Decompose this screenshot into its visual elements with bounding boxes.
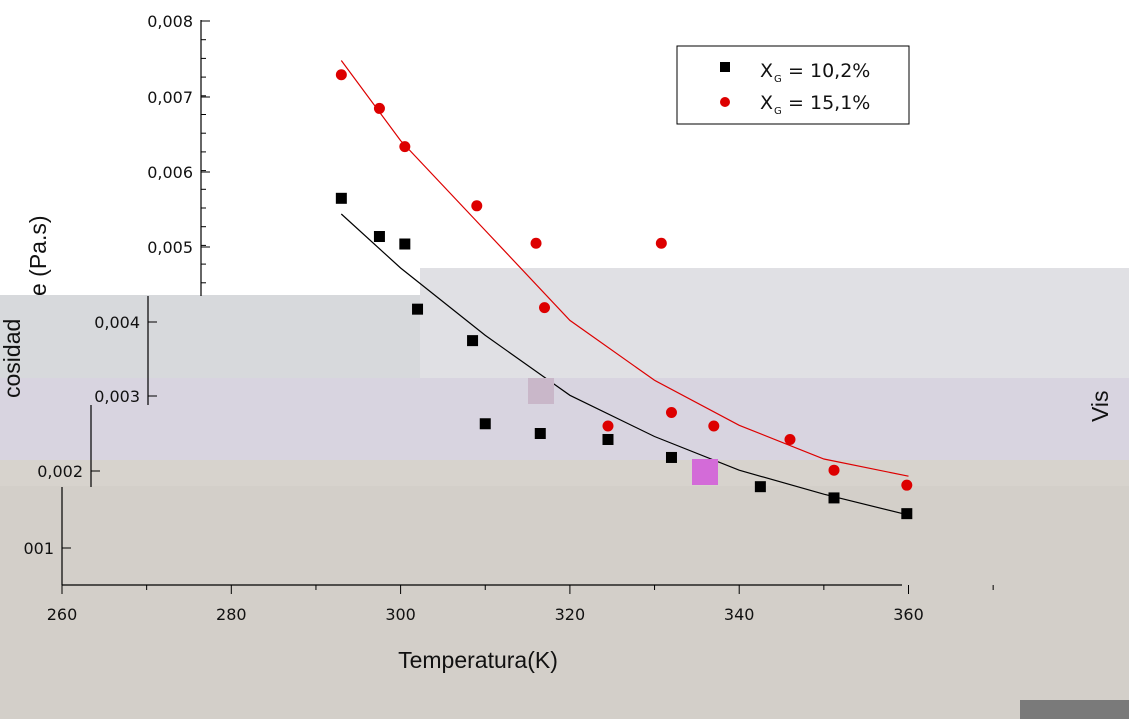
legend-label-series-2-main: X [760,92,773,114]
y-tick-label: 0,008 [147,12,193,31]
data-point-series-1 [399,238,411,250]
data-point-series-2 [665,407,677,419]
legend-label-series-1-sub: G [774,74,782,85]
data-point-series-2 [539,302,551,314]
y-tick-label: 0,005 [147,238,193,257]
x-axis-title: Temperatura(K) [398,647,558,673]
background-band-5 [0,486,1129,719]
y-axis-title-right-fragment: Vis [1087,390,1113,422]
data-point-series-1 [534,427,546,439]
background-band-4 [0,460,1129,490]
data-point-series-2 [708,420,720,432]
y-tick-label: 0,003 [94,387,140,406]
y-tick-label: 0,006 [147,163,193,182]
y-tick-label: 0,007 [147,88,193,107]
y-tick-label: 0,002 [37,462,83,481]
y-axis-title-top-fragment: e (Pa.s) [25,215,51,296]
artifact-block-3 [1020,700,1129,719]
data-point-series-1 [479,418,491,430]
data-point-series-1 [901,508,913,520]
data-point-series-2 [530,237,542,249]
y-tick-label: 0,004 [94,313,140,332]
data-point-series-2 [471,200,483,212]
data-point-series-1 [412,303,424,315]
data-point-series-2 [828,464,840,476]
data-point-series-1 [828,492,840,504]
data-point-series-2 [655,237,667,249]
data-point-series-1 [754,481,766,493]
y-axis-title-middle-fragment: cosidad [0,319,25,398]
x-tick-label: 320 [555,605,586,624]
legend-marker-series-2 [720,97,730,107]
x-tick-label: 340 [724,605,755,624]
legend-label-series-2-tail: = 15,1% [782,92,870,114]
fit-curve-series-1 [340,213,909,516]
x-tick-label: 360 [893,605,924,624]
legend-label-series-1-main: X [760,60,773,82]
data-point-series-1 [335,192,347,204]
data-point-series-2 [784,433,796,445]
fit-curve-series-2 [340,60,909,477]
x-tick-label: 300 [385,605,416,624]
axes-layer: 260 280 300 320 340 360 001 0,002 0,003 0,004 0,00… [23,12,994,624]
data-point-series-2 [399,141,411,153]
legend-label-series-2-sub: G [774,106,782,117]
data-point-series-1 [602,433,614,445]
y-tick-label: 001 [23,539,54,558]
x-tick-label: 260 [47,605,78,624]
legend: X G = 10,2% X G = 15,1% [676,45,910,125]
fit-curves [340,60,909,516]
data-point-series-1 [373,231,385,243]
legend-label-series-1-tail: = 10,2% [782,60,870,82]
data-point-series-2 [901,479,913,491]
data-point-series-2 [602,420,614,432]
data-point-series-1 [467,335,479,347]
legend-box [676,45,910,125]
data-point-series-2 [373,102,385,114]
artifact-block-2 [692,459,718,485]
legend-marker-series-1 [720,62,730,72]
x-tick-label: 280 [216,605,247,624]
data-point-series-2 [335,69,347,81]
data-point-series-1 [665,451,677,463]
artifact-block-1 [528,378,554,404]
data-markers [335,69,913,520]
